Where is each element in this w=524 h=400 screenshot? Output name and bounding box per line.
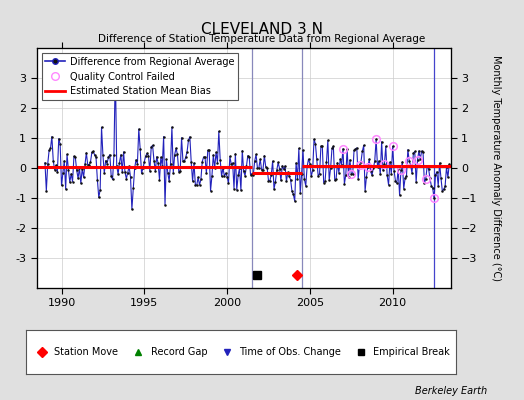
Text: CLEVELAND 3 N: CLEVELAND 3 N (201, 22, 323, 37)
Text: Difference of Station Temperature Data from Regional Average: Difference of Station Temperature Data f… (99, 34, 425, 44)
Legend: Station Move, Record Gap, Time of Obs. Change, Empirical Break: Station Move, Record Gap, Time of Obs. C… (29, 344, 453, 360)
Y-axis label: Monthly Temperature Anomaly Difference (°C): Monthly Temperature Anomaly Difference (… (492, 55, 501, 281)
Legend: Difference from Regional Average, Quality Control Failed, Estimated Station Mean: Difference from Regional Average, Qualit… (41, 53, 238, 100)
Text: Berkeley Earth: Berkeley Earth (415, 386, 487, 396)
